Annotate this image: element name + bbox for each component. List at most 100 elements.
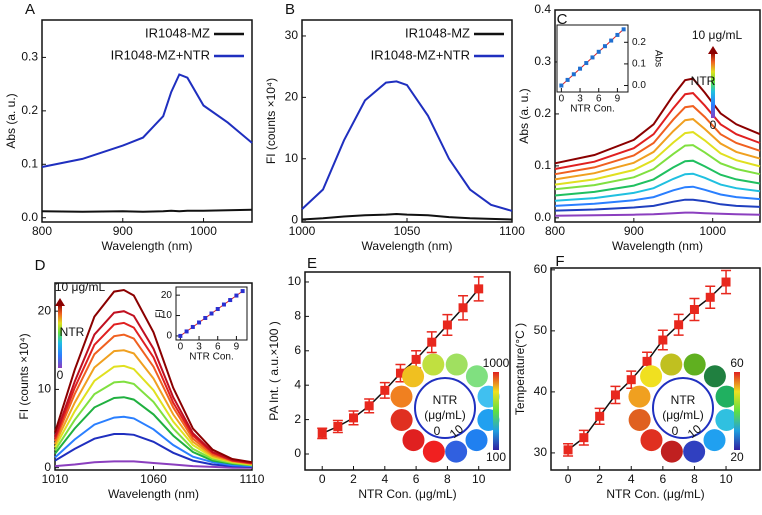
marker	[689, 304, 699, 314]
x-tick-label: 1000	[190, 224, 217, 238]
x-axis-label: Wavelength (nm)	[612, 239, 703, 253]
y-tick-label: 0.4	[534, 2, 551, 16]
marker	[184, 329, 189, 334]
sample-well	[640, 429, 663, 452]
x-tick-label: 8	[444, 472, 451, 486]
y-tick-label: 30	[534, 445, 548, 459]
marker	[364, 401, 374, 411]
series-line	[54, 433, 253, 468]
sample-well	[422, 440, 445, 463]
y-axis-label: Abs	[652, 50, 663, 67]
x-tick-label: 4	[381, 472, 388, 486]
sample-well	[465, 429, 488, 452]
marker	[584, 61, 589, 66]
y-axis-label: FI (counts ×10⁴)	[264, 78, 278, 164]
marker	[380, 385, 390, 395]
sample-well	[445, 440, 468, 463]
marker	[559, 83, 564, 88]
y-tick-label: 0.3	[534, 54, 551, 68]
y-axis-label: Abs (a. u.)	[517, 88, 531, 143]
marker	[474, 284, 484, 294]
y-axis-label: Abs (a. u.)	[4, 93, 18, 148]
marker	[203, 315, 208, 320]
colorbar-bottom: 0	[710, 118, 717, 132]
x-axis-label: NTR Con.	[570, 104, 614, 115]
y-tick-label: 0	[166, 331, 172, 342]
x-tick-label: 900	[624, 224, 644, 238]
marker	[571, 72, 576, 77]
marker	[442, 320, 452, 330]
colorbar	[58, 304, 62, 368]
x-tick-label: 1010	[42, 472, 69, 486]
sample-well	[402, 365, 425, 388]
series-line	[554, 118, 761, 181]
marker	[215, 307, 220, 312]
colorbar-arrow	[708, 46, 718, 54]
y-tick-label: 6	[294, 343, 301, 357]
series-line	[554, 131, 761, 186]
marker	[609, 38, 614, 43]
series-line	[554, 105, 761, 176]
x-tick-label: 10	[719, 472, 733, 486]
x-tick-label: 1060	[140, 472, 167, 486]
colorbar-middle: NTR	[691, 74, 716, 88]
sample-well	[390, 385, 413, 408]
marker	[234, 293, 239, 298]
image-colorbar	[493, 372, 499, 450]
x-tick-label: 9	[615, 94, 621, 105]
x-tick-label: 0	[178, 342, 184, 353]
colorbar-arrow	[55, 298, 65, 306]
y-axis-label: FI	[155, 309, 166, 318]
marker	[563, 445, 573, 455]
image-label: (μg/mL)	[424, 408, 466, 422]
y-tick-label: 0.1	[534, 158, 551, 172]
marker	[590, 55, 595, 60]
marker	[209, 311, 214, 316]
y-tick-label: 40	[534, 384, 548, 398]
x-tick-label: 900	[113, 224, 133, 238]
x-axis-label: NTR Con. (μg/mL)	[358, 487, 456, 501]
sample-well	[390, 408, 413, 431]
x-tick-label: 0	[565, 472, 572, 486]
marker	[317, 428, 327, 438]
series-line	[554, 185, 761, 207]
y-tick-label: 10	[161, 310, 173, 321]
y-tick-label: 60	[534, 262, 548, 276]
marker	[595, 411, 605, 421]
marker	[658, 335, 668, 345]
legend-label: IR1048-MZ	[145, 25, 210, 40]
x-tick-label: 1050	[394, 224, 421, 238]
y-axis-label: PA Int. ( a.u.×100 )	[267, 321, 281, 421]
sample-well	[402, 429, 425, 452]
x-tick-label: 1000	[699, 224, 726, 238]
series-line	[54, 349, 253, 465]
marker	[349, 413, 359, 423]
x-axis-label: NTR Con.	[189, 352, 233, 363]
x-tick-label: 6	[660, 472, 667, 486]
sample-well	[660, 440, 683, 463]
y-tick-label: 0.1	[21, 156, 38, 170]
x-tick-label: 6	[413, 472, 420, 486]
y-tick-label: 20	[161, 290, 173, 301]
y-tick-label: 0.2	[534, 106, 551, 120]
y-tick-label: 0.2	[21, 103, 38, 117]
panel-label: C	[557, 11, 568, 28]
sample-well	[628, 385, 651, 408]
marker	[621, 27, 626, 32]
x-tick-label: 0	[559, 94, 565, 105]
marker	[221, 302, 226, 307]
series-line	[54, 333, 253, 465]
series-line	[54, 415, 253, 468]
series-line	[554, 92, 761, 170]
y-tick-label: 10	[285, 151, 299, 165]
series-line	[54, 364, 253, 466]
y-tick-label: 50	[534, 323, 548, 337]
sample-well	[683, 353, 706, 376]
y-tick-label: 4	[294, 377, 301, 391]
sample-well	[703, 365, 726, 388]
image-colorbar	[734, 372, 740, 450]
x-tick-label: 1000	[289, 224, 316, 238]
sample-well	[660, 353, 683, 376]
series-line	[554, 144, 761, 191]
